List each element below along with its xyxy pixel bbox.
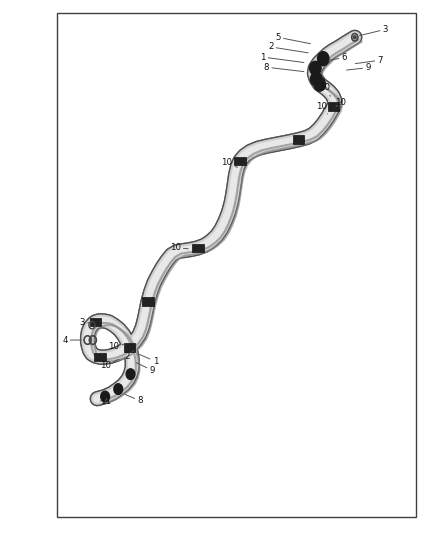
FancyBboxPatch shape — [328, 102, 339, 111]
FancyBboxPatch shape — [142, 297, 154, 306]
Circle shape — [101, 391, 110, 402]
Text: 10: 10 — [221, 158, 237, 167]
Circle shape — [353, 36, 356, 39]
FancyBboxPatch shape — [90, 318, 101, 326]
FancyBboxPatch shape — [293, 135, 304, 144]
Text: 9: 9 — [346, 63, 371, 72]
Text: 2: 2 — [268, 43, 308, 53]
Circle shape — [311, 72, 322, 86]
Text: 10: 10 — [99, 359, 119, 369]
Circle shape — [314, 77, 325, 91]
Text: 6: 6 — [329, 53, 347, 62]
Text: 4: 4 — [62, 336, 81, 344]
FancyBboxPatch shape — [234, 157, 246, 165]
Text: 5: 5 — [276, 33, 311, 44]
Text: 1: 1 — [260, 53, 304, 62]
Text: 3: 3 — [360, 25, 388, 36]
Text: 1: 1 — [138, 354, 158, 366]
Circle shape — [310, 61, 321, 75]
Text: 3: 3 — [80, 318, 92, 327]
Text: 11: 11 — [99, 397, 111, 406]
Text: 10: 10 — [108, 342, 124, 351]
Text: 2: 2 — [124, 351, 134, 360]
Bar — [57, 13, 416, 517]
Circle shape — [126, 369, 135, 379]
FancyBboxPatch shape — [192, 244, 204, 252]
FancyBboxPatch shape — [124, 343, 135, 352]
Text: 7: 7 — [355, 56, 383, 64]
Text: 10: 10 — [316, 102, 328, 114]
Text: 10: 10 — [319, 84, 331, 96]
Text: 10: 10 — [335, 98, 346, 107]
Text: 10: 10 — [170, 244, 188, 252]
Circle shape — [318, 52, 329, 66]
Text: 8: 8 — [264, 63, 304, 71]
FancyBboxPatch shape — [94, 353, 106, 361]
Text: 9: 9 — [136, 362, 155, 375]
Text: 8: 8 — [125, 394, 143, 405]
Circle shape — [114, 384, 123, 394]
